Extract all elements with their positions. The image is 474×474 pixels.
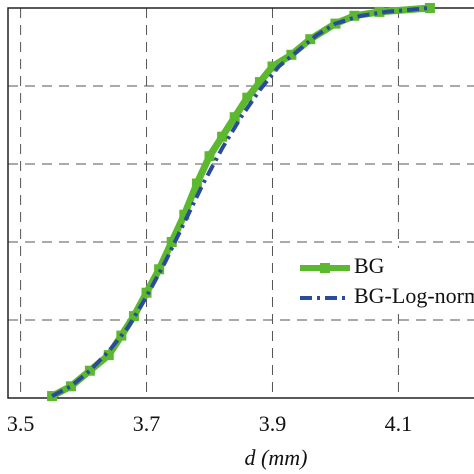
marker [305, 34, 316, 45]
legend-label: BG [354, 253, 385, 278]
x-tick-label: 3.5 [7, 411, 35, 436]
series-line [51, 6, 431, 398]
marker [374, 6, 385, 17]
marker [217, 131, 228, 142]
marker [166, 237, 177, 247]
marker [191, 178, 202, 189]
series-line [50, 4, 431, 400]
legend: BG BG-Log-normal [293, 248, 474, 314]
x-tick-label: 4.1 [385, 411, 413, 436]
plot-frame [7, 7, 474, 399]
x-tick-label: 3.9 [259, 411, 287, 436]
marker [267, 61, 278, 72]
marker [179, 209, 190, 220]
legend-box [293, 248, 474, 314]
marker [229, 112, 240, 123]
marker [204, 151, 215, 162]
legend-marker [320, 263, 330, 273]
marker [128, 311, 139, 322]
marker [242, 92, 253, 103]
marker [349, 10, 360, 21]
marker [424, 3, 435, 13]
marker [286, 49, 297, 60]
legend-label: BG-Log-normal [354, 283, 474, 308]
marker [84, 365, 95, 376]
marker [254, 77, 265, 88]
x-tick-label: 3.7 [133, 411, 161, 436]
marker [65, 381, 76, 392]
x-axis-label: d (mm) [245, 445, 308, 470]
marker [103, 350, 114, 361]
